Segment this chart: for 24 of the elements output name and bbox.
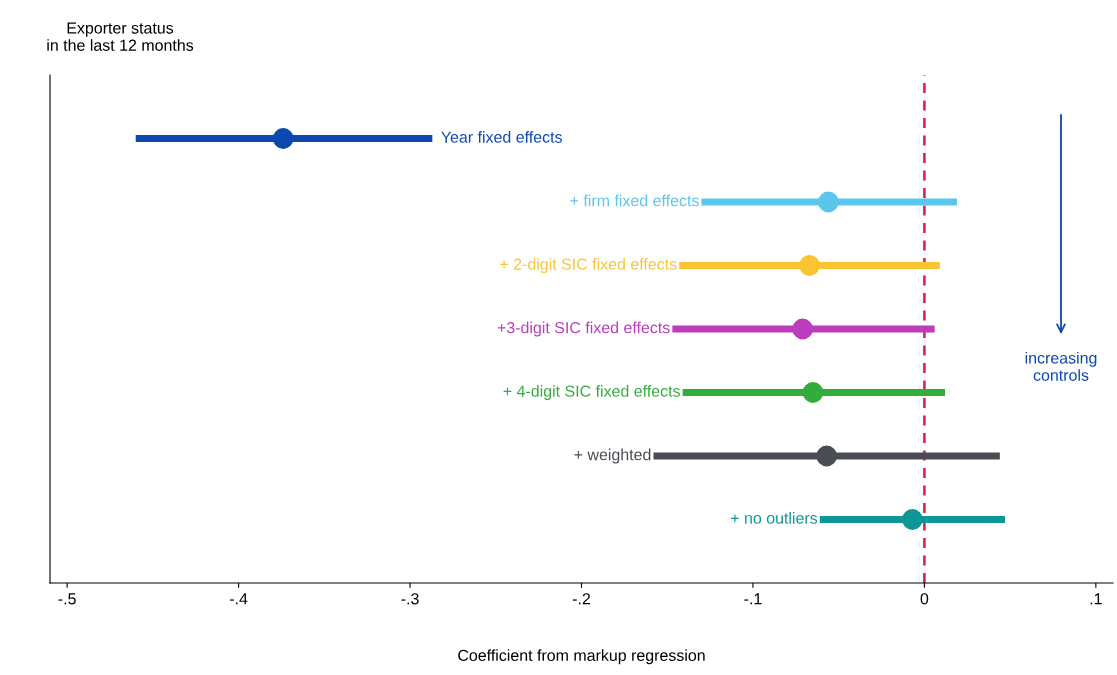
x-tick-label: .1	[1090, 593, 1102, 605]
point	[802, 382, 824, 403]
point	[901, 509, 923, 530]
x-tick-label: 0	[920, 593, 929, 605]
point	[799, 255, 820, 276]
x-tick-label: -.5	[58, 593, 76, 605]
text: Year fixed effects	[441, 131, 562, 143]
point	[272, 128, 294, 149]
x-tick-label: -.3	[401, 593, 419, 605]
text: +3-digit SIC fixed effects	[497, 321, 670, 337]
x-tick-label: -.1	[744, 593, 762, 605]
text: + weighted	[574, 448, 651, 464]
text: + no outliers	[731, 512, 818, 524]
point	[792, 318, 814, 340]
point	[817, 191, 839, 213]
x-axis-title: Coefficient from markup regression	[458, 649, 705, 665]
annotation: increasing controls	[1025, 351, 1097, 381]
x-tick-label: -.4	[229, 593, 248, 605]
x-tick-label: -.2	[572, 593, 591, 605]
y-axis-title: Exporter status in the last 12 months	[47, 22, 194, 51]
text: + firm fixed effects	[570, 194, 699, 207]
text: + 4-digit SIC fixed effects	[503, 385, 680, 400]
point	[816, 445, 838, 467]
text: + 2-digit SIC fixed effects	[500, 258, 677, 273]
